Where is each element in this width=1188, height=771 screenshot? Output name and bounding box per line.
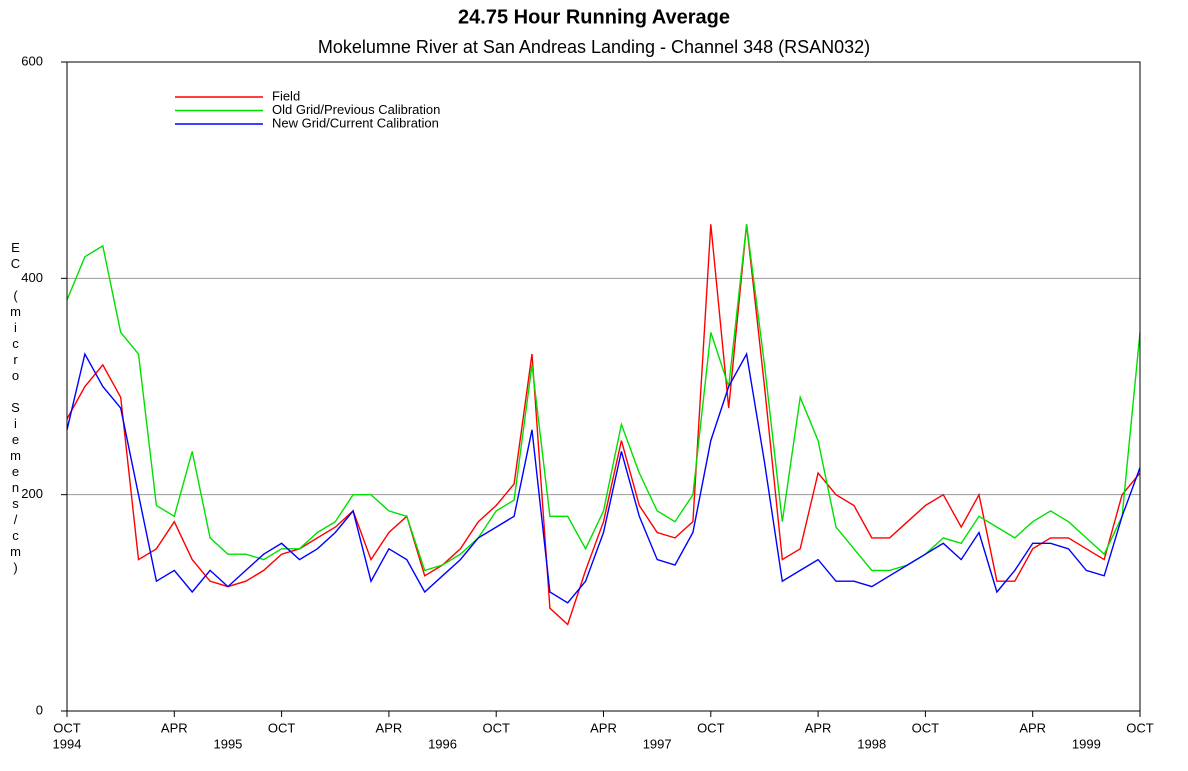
y-tick-label: 600: [21, 53, 43, 68]
series-line: [66, 351, 1141, 604]
x-year-label: 1994: [53, 736, 82, 751]
x-tick-label: OCT: [268, 720, 296, 735]
x-tick-label: OCT: [912, 720, 940, 735]
legend-label: Old Grid/Previous Calibration: [272, 102, 440, 117]
x-tick-label: APR: [805, 720, 832, 735]
x-year-label: 1998: [857, 736, 886, 751]
legend-label: New Grid/Current Calibration: [272, 115, 439, 130]
y-axis-label: EC (micro Siemens/cm): [8, 240, 23, 576]
chart-subtitle: Mokelumne River at San Andreas Landing -…: [318, 37, 870, 57]
plot-frame: [66, 61, 1141, 712]
x-tick-label: OCT: [53, 720, 81, 735]
x-tick-label: APR: [376, 720, 403, 735]
x-year-label: 1995: [213, 736, 242, 751]
x-tick-label: APR: [1019, 720, 1046, 735]
chart-title: 24.75 Hour Running Average: [458, 6, 730, 28]
x-tick-label: OCT: [1126, 720, 1154, 735]
x-tick-label: APR: [590, 720, 617, 735]
y-tick-label: 400: [21, 270, 43, 285]
x-tick-label: APR: [161, 720, 188, 735]
x-year-label: 1997: [643, 736, 672, 751]
y-tick-label: 0: [36, 702, 43, 717]
x-tick-label: OCT: [482, 720, 510, 735]
x-year-label: 1999: [1072, 736, 1101, 751]
series-line: [66, 224, 1141, 626]
legend-label: Field: [272, 88, 300, 103]
series-line: [66, 224, 1141, 572]
x-tick-label: OCT: [697, 720, 725, 735]
x-year-label: 1996: [428, 736, 457, 751]
y-tick-label: 200: [21, 486, 43, 501]
